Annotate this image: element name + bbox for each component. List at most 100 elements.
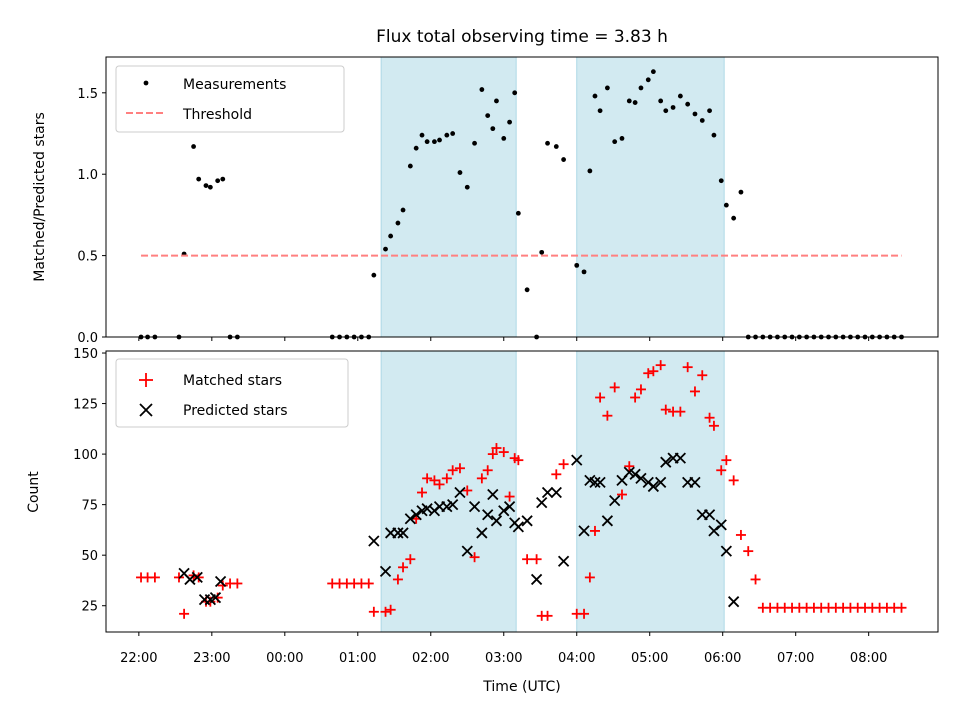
legend-marker-matched [139, 373, 153, 387]
chart-title: Flux total observing time = 3.83 h [376, 27, 668, 47]
x-axis-ticks [138, 337, 870, 341]
measurement-point [413, 145, 419, 151]
matched-star-point [363, 578, 374, 589]
matched-star-point [643, 368, 654, 379]
y-tick-label: 0.5 [77, 250, 98, 265]
x-tick-label: 23:00 [193, 651, 230, 666]
measurement-point [877, 334, 883, 340]
measurement-point [796, 334, 802, 340]
measurement-point [400, 207, 406, 213]
panel-counts: 25 50 75 100 125 150 22:00 23:00 00:00 01:00 02:0… [26, 347, 939, 695]
measurement-point [138, 334, 144, 340]
matched-star-point [513, 455, 524, 466]
measurement-point [507, 119, 512, 125]
measurement-point [494, 98, 499, 104]
measurement-point [638, 85, 644, 91]
matched-star-point [624, 461, 635, 472]
legend: Measurements Threshold [115, 65, 345, 133]
measurement-point [899, 334, 904, 340]
measurement-point [176, 334, 182, 340]
matched-star-point [217, 580, 228, 591]
matched-star-point [602, 410, 613, 421]
predicted-star-point [674, 452, 687, 464]
matched-star-point [149, 572, 160, 583]
shaded-interval [576, 350, 725, 633]
y-tick-label: 25 [81, 600, 98, 615]
measurement-point [869, 334, 875, 340]
x-tick-label: 08:00 [850, 651, 887, 666]
series-layer [136, 360, 907, 621]
predicted-star-point [447, 499, 459, 511]
measurement-point [450, 131, 456, 136]
measurement-point [677, 93, 683, 99]
predicted-star-point [703, 509, 716, 521]
measurement-point [848, 334, 853, 340]
plot-area-frame [105, 350, 939, 633]
measurement-point [472, 140, 477, 146]
matched-star-point [531, 554, 542, 565]
predicted-star-point [184, 573, 196, 586]
predicted-star-point [601, 515, 614, 527]
predicted-star-point [536, 496, 548, 509]
measurement-point [587, 168, 593, 174]
measurement-point [366, 334, 372, 340]
matched-star-point [579, 608, 590, 619]
x-tick-label: 00:00 [266, 651, 303, 666]
matched-star-point [735, 529, 746, 540]
measurement-point [597, 108, 603, 114]
measurement-point [524, 287, 530, 293]
measurement-point [862, 334, 868, 340]
matched-star-point [405, 554, 416, 565]
measurement-point [351, 334, 357, 340]
predicted-star-point [594, 476, 606, 489]
measurement-point [457, 170, 463, 175]
predicted-star-point [715, 519, 727, 531]
matched-star-point [697, 370, 708, 381]
matched-star-point [689, 386, 700, 397]
matched-star-point [551, 469, 562, 480]
x-axis-label: Time (UTC) [482, 679, 560, 695]
predicted-star-point [578, 525, 590, 537]
measurement-point [612, 139, 618, 145]
predicted-star-point [214, 575, 227, 588]
matched-star-point [721, 455, 732, 466]
measurement-point [626, 98, 632, 104]
measurement-point [215, 178, 221, 184]
x-tick-label: 04:00 [558, 651, 595, 666]
matched-star-point [491, 443, 502, 454]
measurement-point [220, 176, 226, 182]
shaded-interval [576, 56, 725, 338]
matched-star-point [743, 546, 754, 557]
predicted-star-point [728, 596, 740, 608]
predicted-star-point [392, 527, 404, 539]
measurement-point [685, 101, 691, 107]
y-axis-ticks: 0.0 0.5 1.0 1.5 [77, 87, 106, 346]
x-tick-label: 22:00 [120, 651, 157, 666]
predicted-star-point [397, 527, 409, 539]
measurement-point [707, 108, 712, 114]
measurement-point [884, 334, 890, 340]
predicted-star-point [660, 456, 672, 468]
matched-star-point [584, 572, 595, 583]
measurement-point [395, 220, 401, 226]
measurement-point [753, 334, 758, 340]
measurement-point [745, 334, 751, 340]
measurement-point [515, 210, 521, 216]
matched-star-point [462, 485, 473, 496]
matched-star-point [447, 465, 458, 476]
matched-star-point [454, 463, 465, 474]
predicted-star-point [490, 515, 503, 527]
measurement-point [782, 334, 788, 340]
measurement-point [344, 334, 350, 340]
predicted-star-point [541, 486, 554, 499]
predicted-star-point [209, 591, 222, 604]
y-tick-label: 50 [81, 549, 98, 564]
measurement-point [534, 334, 539, 340]
measurement-point [604, 85, 610, 91]
shaded-interval [380, 350, 517, 633]
matched-star-point [469, 552, 480, 563]
matched-star-point [385, 604, 396, 615]
x-tick-label: 02:00 [412, 651, 449, 666]
measurement-point [545, 140, 550, 146]
